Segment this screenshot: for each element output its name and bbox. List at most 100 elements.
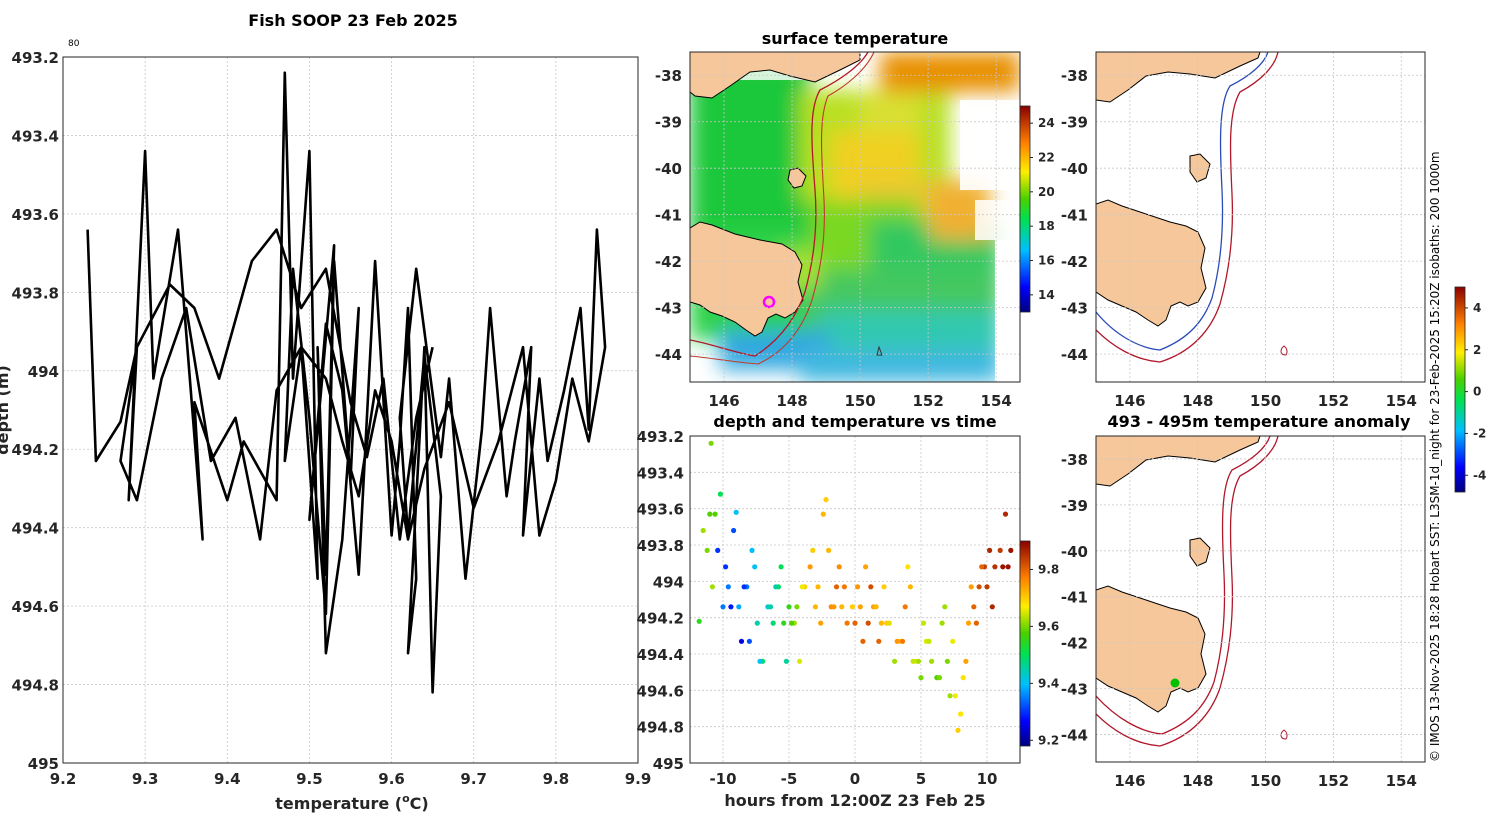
profile-y-tick-label: 494.6 <box>12 598 59 616</box>
timeseries-point <box>860 638 866 644</box>
profile-x-tick-label: 9.7 <box>460 770 487 788</box>
profile-x-ticks: 9.2 9.3 9.4 9.5 9.6 9.7 9.8 9.9 <box>50 770 652 788</box>
timeseries-point <box>810 547 816 554</box>
timeseries-point <box>831 604 837 610</box>
sst-colorbar-tick-label: 24 <box>1038 116 1055 130</box>
profile-x-tick-label: 9.9 <box>625 770 652 788</box>
profile-y-tick-label: 494.8 <box>12 677 59 695</box>
timeseries-y-tick-label: 493.4 <box>637 464 684 482</box>
sst-map-y-tick-label: -39 <box>655 114 682 132</box>
anomaly-colorbar-tick-label: -4 <box>1473 468 1486 482</box>
timeseries-point <box>736 604 742 610</box>
timeseries-point <box>857 604 863 610</box>
isobath-map-x-tick-label: 148 <box>1182 392 1213 410</box>
timeseries-x-tick-label: 10 <box>977 770 998 788</box>
isobath-map-y-tick-label: -42 <box>1061 253 1088 271</box>
profile-y-tick-label: 493.4 <box>12 127 59 145</box>
timeseries-point <box>1008 547 1014 554</box>
timeseries-point <box>971 604 977 610</box>
timeseries-point <box>741 584 747 590</box>
timeseries-y-tick-label: 494.4 <box>637 646 684 664</box>
sst-map-x-tick-label: 152 <box>912 392 943 410</box>
isobath-map-y-ticks: -38 -39 -40 -41 -42 -43 -44 <box>1061 67 1088 364</box>
timeseries-point <box>902 604 908 610</box>
timeseries-point <box>992 564 998 570</box>
anomaly-map-title: 493 - 495m temperature anomaly <box>1108 412 1411 431</box>
timeseries-colorbar <box>1019 540 1031 747</box>
isobath-map-image <box>1096 52 1425 382</box>
timeseries-point <box>789 620 795 626</box>
profile-x-tick-label: 9.2 <box>50 770 77 788</box>
timeseries-point <box>708 440 714 446</box>
timeseries-x-tick-label: 0 <box>850 770 860 788</box>
anomaly-colorbar-ticks: -4 -2 0 2 4 <box>1465 301 1486 482</box>
timeseries-point <box>700 527 706 534</box>
sst-map-x-tick-label: 148 <box>776 392 807 410</box>
timeseries-x-ticks: -10 -5 0 5 10 <box>709 770 997 788</box>
anomaly-colorbar <box>1454 286 1466 493</box>
timeseries-point <box>865 620 871 626</box>
timeseries-point <box>733 509 739 515</box>
timeseries-point <box>921 620 927 626</box>
isobath-map-x-tick-label: 152 <box>1318 392 1349 410</box>
sst-map-y-ticks: -38 -39 -40 -41 -42 -43 -44 <box>655 67 682 364</box>
profile-axes-box <box>62 56 639 764</box>
timeseries-y-tick-label: 494.6 <box>637 682 684 700</box>
anomaly-map-y-tick-label: -41 <box>1061 589 1088 607</box>
timeseries-point <box>818 620 824 626</box>
timeseries-point <box>855 584 861 590</box>
timeseries-point <box>892 658 898 664</box>
timeseries-y-tick-label: 494.2 <box>637 610 684 628</box>
timeseries-point <box>717 491 724 497</box>
timeseries-point <box>955 727 961 733</box>
anomaly-map-grid <box>1096 436 1425 762</box>
timeseries-x-tick-label: -5 <box>781 770 798 788</box>
timeseries-point <box>963 658 969 664</box>
profile-y-tick-label: 493.2 <box>12 49 59 67</box>
timeseries-point <box>952 693 958 699</box>
timeseries-point <box>947 693 953 699</box>
timeseries-point <box>965 620 972 626</box>
timeseries-xlabel: hours from 12:00Z 23 Feb 25 <box>724 791 985 810</box>
timeseries-y-tick-label: 494.8 <box>637 719 684 737</box>
isobath-map-grid <box>1096 52 1425 382</box>
sst-map-x-ticks: 146 148 150 152 154 <box>708 392 1011 410</box>
isobath-map-y-tick-label: -43 <box>1061 300 1088 318</box>
timeseries-point <box>942 604 948 610</box>
sst-colorbar-tick-label: 18 <box>1038 219 1055 233</box>
anomaly-map-y-tick-label: -39 <box>1061 497 1088 515</box>
corner-label: 80 <box>68 39 80 49</box>
timeseries-point <box>944 658 951 664</box>
sst-map-grid <box>690 52 1020 382</box>
timeseries-point <box>757 658 763 664</box>
timeseries-point <box>849 604 856 610</box>
timeseries-point <box>881 584 887 590</box>
timeseries-point <box>815 584 821 590</box>
profile-y-tick-label: 493.8 <box>12 284 59 302</box>
timeseries-point <box>907 584 914 590</box>
timeseries-point <box>720 604 726 610</box>
timeseries-point <box>876 638 882 644</box>
timeseries-point <box>723 564 729 570</box>
timeseries-point <box>979 564 985 570</box>
timeseries-point <box>781 620 787 626</box>
anomaly-map-axes-box <box>1095 435 1426 763</box>
figure-title: Fish SOOP 23 Feb 2025 <box>248 11 457 30</box>
timeseries-point <box>905 564 911 570</box>
timeseries-point <box>910 658 916 664</box>
anomaly-map-y-tick-label: -38 <box>1061 451 1088 469</box>
timeseries-point <box>839 604 845 610</box>
profile-y-tick-label: 494.4 <box>12 520 59 538</box>
timeseries-point <box>852 620 858 626</box>
timeseries-point <box>728 604 734 610</box>
timeseries-y-ticks: 493.2 493.4 493.6 493.8 494 494.2 494.4 494.6 49… <box>637 428 684 773</box>
profile-x-tick-label: 9.4 <box>214 770 241 788</box>
sst-colorbar-ticks: 14 16 18 20 22 24 <box>1030 116 1055 302</box>
isobath-map-y-tick-label: -38 <box>1061 67 1088 85</box>
sst-map-y-tick-label: -41 <box>655 207 682 225</box>
isobath-map-y-tick-label: -41 <box>1061 207 1088 225</box>
timeseries-point <box>987 547 993 554</box>
timeseries-point <box>1000 564 1006 570</box>
timeseries-point <box>984 584 990 590</box>
